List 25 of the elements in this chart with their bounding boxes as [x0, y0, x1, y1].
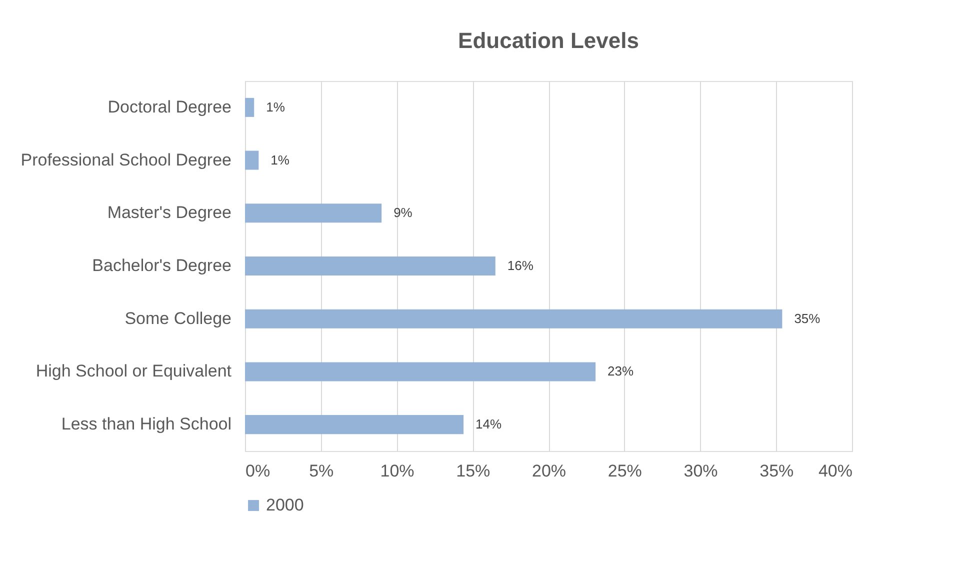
data-label: 9%: [394, 205, 413, 220]
y-tick-label: High School or Equivalent: [36, 362, 232, 381]
y-tick-label: Bachelor's Degree: [92, 256, 232, 275]
data-label: 35%: [794, 310, 821, 326]
y-tick-label: Doctoral Degree: [108, 97, 232, 116]
x-tick-label: 35%: [760, 462, 794, 480]
x-tick-label: 30%: [684, 462, 718, 480]
data-label: 1%: [270, 152, 290, 168]
x-tick-label: 20%: [532, 462, 566, 480]
x-tick-label: 40%: [818, 462, 852, 480]
data-label: 16%: [507, 258, 534, 273]
chart-title: Education Levels: [458, 28, 639, 53]
y-tick-label: Professional School Degree: [20, 150, 232, 170]
data-label: 1%: [266, 99, 286, 114]
data-label: 14%: [476, 416, 502, 432]
x-tick-label: 5%: [309, 462, 334, 480]
y-tick-label: Master's Degree: [107, 203, 232, 222]
data-label: 23%: [608, 364, 634, 379]
legend-label: 2000: [266, 496, 304, 514]
y-tick-label: Some College: [124, 308, 232, 328]
x-tick-label: 10%: [380, 462, 414, 480]
x-tick-label: 25%: [608, 462, 642, 480]
y-tick-label: Less than High School: [61, 414, 232, 434]
x-tick-label: 0%: [246, 462, 270, 480]
x-tick-label: 15%: [456, 462, 490, 480]
